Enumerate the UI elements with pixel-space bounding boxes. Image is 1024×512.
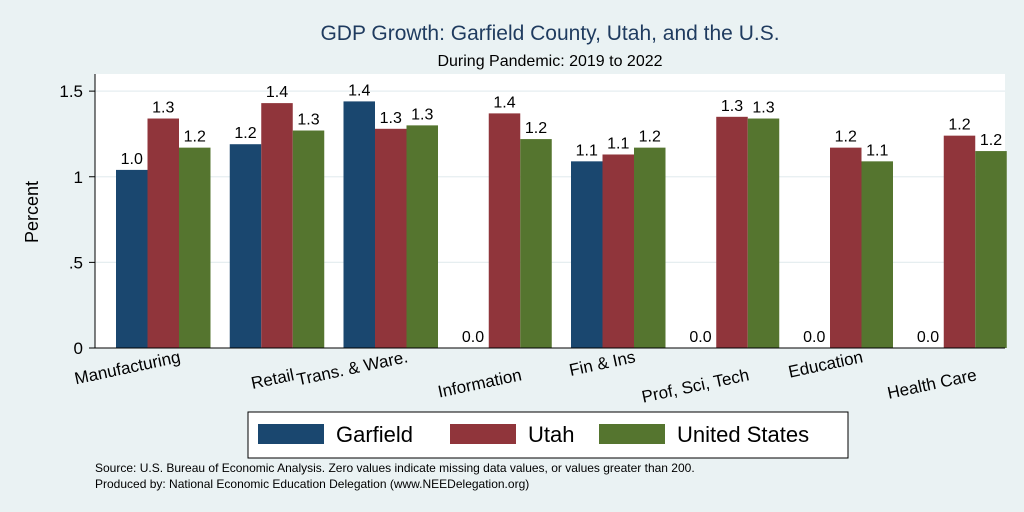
bar-utah xyxy=(488,113,521,348)
bar-garfield xyxy=(343,101,375,349)
y-tick-label: 1 xyxy=(74,168,83,187)
data-label: 1.1 xyxy=(576,142,598,159)
data-label: 1.4 xyxy=(266,84,288,101)
data-label: 1.4 xyxy=(348,82,370,99)
data-label: 1.4 xyxy=(493,94,515,111)
data-label: 1.3 xyxy=(752,100,774,117)
bar-united-states xyxy=(406,125,438,348)
y-tick-label: 0 xyxy=(74,339,83,358)
data-labels: 1.0 1.3 1.2 1.2 1.4 1.3 1.4 1.3 1.3 0.0 1.4 1.2 1.1 1… xyxy=(121,82,1003,346)
data-label: 1.1 xyxy=(866,142,888,159)
bar-utah xyxy=(375,128,407,348)
y-axis-label: Percent xyxy=(22,181,42,243)
data-label: 1.2 xyxy=(835,129,857,146)
data-label: 1.3 xyxy=(297,112,319,129)
data-label: 1.3 xyxy=(411,106,433,123)
source-note: Source: U.S. Bureau of Economic Analysis… xyxy=(95,461,695,475)
bar-united-states xyxy=(747,118,780,349)
data-label: 0.0 xyxy=(462,329,484,346)
legend xyxy=(247,411,849,459)
data-label: 1.2 xyxy=(948,117,970,134)
legend-items: Garfield Utah United States xyxy=(258,422,809,447)
y-tick-label: 1.5 xyxy=(59,82,83,101)
data-label: 1.3 xyxy=(721,98,743,115)
legend-swatch xyxy=(258,424,324,444)
legend-swatch xyxy=(450,424,516,444)
legend-label: Utah xyxy=(528,422,574,447)
data-label: 0.0 xyxy=(689,329,711,346)
bar-garfield xyxy=(229,144,262,348)
data-label: 1.2 xyxy=(980,132,1002,149)
data-label: 1.3 xyxy=(380,110,402,127)
bar-utah xyxy=(943,135,976,348)
bar-united-states xyxy=(975,151,1007,348)
data-label: 1.2 xyxy=(184,129,206,146)
legend-swatch xyxy=(599,424,665,444)
data-label: 1.1 xyxy=(607,135,629,152)
data-label: 0.0 xyxy=(917,329,939,346)
data-label: 1.2 xyxy=(639,129,661,146)
bars xyxy=(116,101,1007,349)
y-tick-label: .5 xyxy=(69,253,83,272)
bar-united-states xyxy=(520,139,552,348)
data-label: 1.2 xyxy=(525,120,547,137)
bar-utah xyxy=(716,116,748,348)
legend-label: Garfield xyxy=(336,422,413,447)
bar-garfield xyxy=(116,169,148,348)
bar-united-states xyxy=(179,147,211,348)
y-axis-ticks: 0 .5 1 1.5 xyxy=(59,82,95,358)
data-label: 1.2 xyxy=(234,125,256,142)
bar-united-states xyxy=(292,130,325,348)
bar-utah xyxy=(602,154,634,348)
data-label: 0.0 xyxy=(803,329,825,346)
data-label: 1.0 xyxy=(121,151,143,168)
bar-utah xyxy=(147,118,179,349)
bar-utah xyxy=(261,103,293,348)
chart-title: GDP Growth: Garfield County, Utah, and t… xyxy=(320,22,779,45)
bar-united-states xyxy=(634,147,666,348)
data-label: 1.3 xyxy=(152,100,174,117)
bar-garfield xyxy=(571,161,603,348)
legend-label: United States xyxy=(677,422,809,447)
produced-by-note: Produced by: National Economic Education… xyxy=(95,477,529,491)
bar-utah xyxy=(830,147,862,348)
chart-subtitle: During Pandemic: 2019 to 2022 xyxy=(437,53,662,70)
bar-united-states xyxy=(861,161,893,348)
